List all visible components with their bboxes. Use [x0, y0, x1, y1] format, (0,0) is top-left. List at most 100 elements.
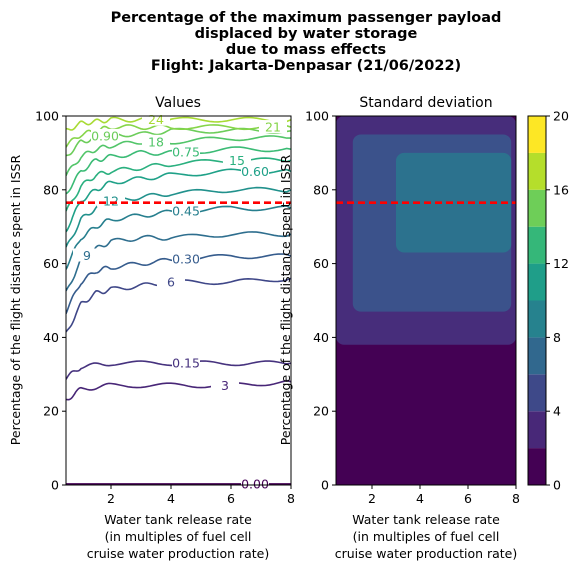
contour-line-12 — [66, 186, 291, 248]
stddev-xtick-label: 8 — [512, 491, 520, 506]
stddev-xlabel-line-2: (in multiples of fuel cell — [353, 529, 500, 544]
contour-label-bg — [241, 476, 269, 490]
contour-line-3 — [66, 379, 291, 401]
contour-line-18 — [66, 135, 291, 176]
values-xtick-label: 8 — [287, 491, 295, 506]
colorbar-segment — [528, 263, 546, 301]
values-xlabel-line-1: Water tank release rate — [104, 512, 252, 527]
stddev-ytick-label: 60 — [313, 256, 329, 271]
values-xlabel-line-3: cruise water production rate) — [87, 546, 270, 561]
stddev-plot-area — [336, 116, 516, 485]
colorbar-segment — [528, 374, 546, 412]
values-ytick-label: 100 — [35, 109, 59, 124]
contour-line-0.15 — [66, 360, 291, 380]
contour-line-0.45 — [66, 205, 291, 270]
colorbar-segment — [528, 189, 546, 227]
contour-label-18: 18 — [148, 134, 164, 149]
values-ytick-label: 80 — [43, 182, 59, 197]
stddev-xtick-label: 2 — [368, 491, 376, 506]
contour-label-21: 21 — [265, 120, 281, 135]
contour-label-0.00: 0.00 — [241, 476, 269, 491]
colorbar-tick-label: 0 — [553, 478, 561, 493]
stddev-ytick-label: 100 — [305, 109, 329, 124]
figure-suptitle: Percentage of the maximum passenger payl… — [111, 10, 502, 74]
stddev-xtick-label: 4 — [416, 491, 424, 506]
stddev-xlabel-line-3: cruise water production rate) — [335, 546, 518, 561]
contour-label-bg — [172, 204, 200, 218]
contour-label-bg — [73, 248, 101, 262]
stddev-ylabel: Percentage of the flight distance spent … — [278, 155, 293, 446]
colorbar-tick-label: 16 — [553, 182, 569, 197]
contour-label-0.15: 0.15 — [172, 356, 200, 371]
contour-label-0.30: 0.30 — [172, 251, 200, 266]
contour-label-bg — [172, 356, 200, 370]
colorbar-segment — [528, 337, 546, 375]
values-ytick-label: 20 — [43, 404, 59, 419]
contour-label-6: 6 — [167, 275, 175, 290]
contour-label-bg — [91, 128, 119, 142]
contour-line-0.60 — [66, 168, 291, 233]
contour-label-bg — [172, 251, 200, 265]
contour-line-15 — [66, 157, 291, 212]
values-panel-title: Values — [155, 95, 201, 111]
contour-label-bg — [157, 275, 185, 289]
stddev-ytick-label: 80 — [313, 182, 329, 197]
contour-label-0.75: 0.75 — [172, 144, 200, 159]
values-xtick-label: 2 — [107, 491, 115, 506]
contour-line-0.30 — [66, 253, 291, 315]
suptitle-line-3: due to mass effects — [226, 42, 386, 58]
stddev-xtick-label: 6 — [464, 491, 472, 506]
suptitle-line-2: displaced by water storage — [195, 26, 418, 42]
stddev-ytick-label: 40 — [313, 330, 329, 345]
values-axes-frame — [65, 115, 292, 486]
values-xtick-label: 6 — [227, 491, 235, 506]
colorbar-segment — [528, 411, 546, 449]
stddev-axes-frame — [335, 115, 517, 486]
contour-label-3: 3 — [221, 378, 229, 393]
contour-label-bg — [142, 134, 170, 148]
contour-line-21 — [66, 124, 291, 148]
contour-label-9: 9 — [83, 248, 91, 263]
colorbar-frame — [527, 115, 547, 486]
contour-label-bg — [259, 120, 287, 134]
stddev-colorbar: 0 4 8 12 16 20 — [527, 109, 569, 493]
contour-label-bg — [223, 153, 251, 167]
contour-label-0.60: 0.60 — [241, 164, 269, 179]
stddev-panel-title: Standard deviation — [359, 95, 492, 111]
values-ytick-label: 0 — [51, 478, 59, 493]
contour-label-12: 12 — [103, 193, 119, 208]
colorbar-segment — [528, 116, 546, 153]
contour-line-6 — [66, 277, 291, 333]
contour-label-0.45: 0.45 — [172, 204, 200, 219]
stddev-xlabel-line-1: Water tank release rate — [352, 512, 500, 527]
contour-line-24 — [66, 116, 291, 131]
stddev-band-6-8 — [396, 152, 512, 253]
colorbar-tick-label: 8 — [553, 330, 561, 345]
contour-label-bg — [211, 378, 239, 392]
values-xlabel-line-2: (in multiples of fuel cell — [105, 529, 252, 544]
contour-line-0.90 — [66, 127, 291, 157]
contour-label-15: 15 — [229, 153, 245, 168]
suptitle-line-1: Percentage of the maximum passenger payl… — [111, 10, 502, 26]
suptitle-line-4: Flight: Jakarta-Denpasar (21/06/2022) — [151, 58, 461, 74]
values-ytick-label: 60 — [43, 256, 59, 271]
colorbar-tick-label: 12 — [553, 256, 569, 271]
contour-label-24: 24 — [148, 112, 164, 127]
contour-label-0.90: 0.90 — [91, 128, 119, 143]
colorbar-segment — [528, 448, 546, 485]
values-ytick-label: 40 — [43, 330, 59, 345]
colorbar-segment — [528, 152, 546, 190]
colorbar-tick-label: 20 — [553, 109, 569, 124]
stddev-ytick-label: 0 — [321, 478, 329, 493]
values-ylabel: Percentage of the flight distance spent … — [8, 155, 23, 446]
contour-label-bg — [172, 144, 200, 158]
contour-label-bg — [241, 164, 269, 178]
values-xtick-label: 4 — [167, 491, 175, 506]
